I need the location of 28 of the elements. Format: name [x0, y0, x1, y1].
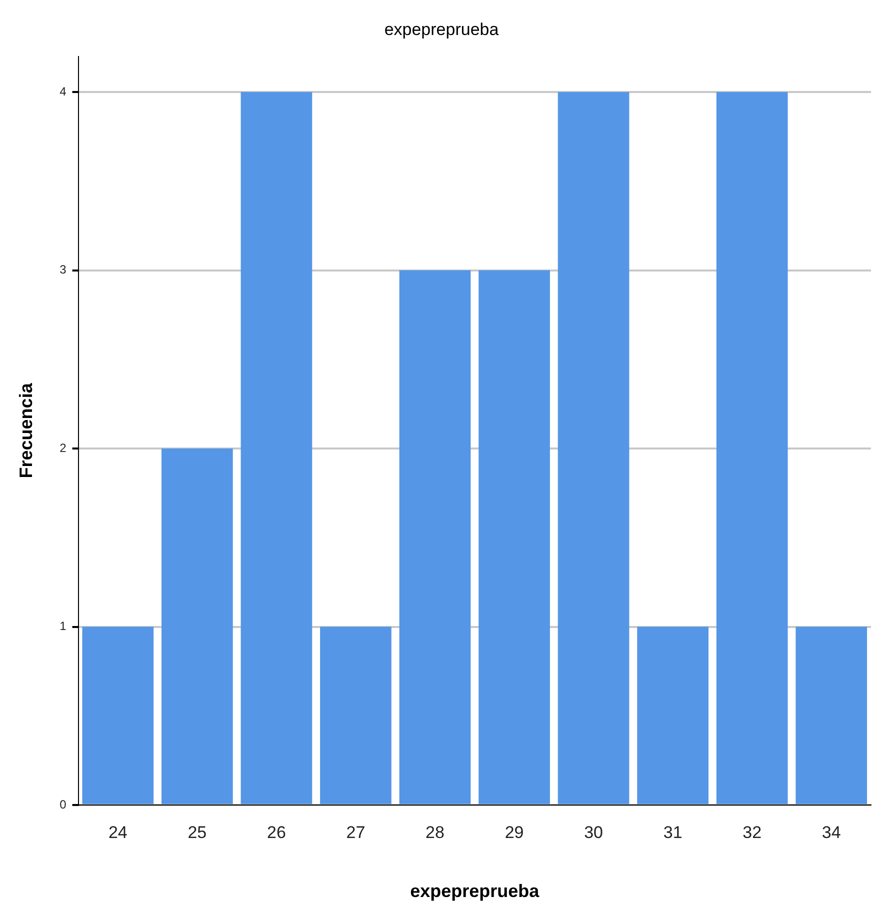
x-tick-label: 30 [584, 822, 604, 842]
y-tick-label: 0 [60, 797, 67, 812]
y-tick-label: 2 [60, 440, 67, 455]
bar [478, 270, 550, 804]
bar [82, 626, 154, 804]
y-tick-label: 1 [60, 619, 67, 634]
x-tick-label: 26 [266, 822, 286, 842]
x-tick-label: 24 [108, 822, 128, 842]
x-tick-label: 32 [742, 822, 762, 842]
bar [162, 448, 233, 804]
bar [637, 626, 708, 804]
y-axis-title: Frecuencia [16, 382, 36, 478]
bar [320, 626, 392, 804]
x-tick-label: 28 [426, 822, 444, 842]
y-tick-label: 3 [60, 262, 67, 277]
bar [796, 626, 868, 804]
chart-title: expepreprueba [384, 20, 500, 39]
bar [240, 92, 312, 804]
x-tick-label: 25 [188, 822, 207, 842]
bar [399, 270, 471, 804]
x-tick-label: 31 [663, 822, 682, 842]
x-axis-title: expepreprueba [410, 881, 540, 902]
x-tick-label: 29 [504, 822, 524, 842]
y-tick-label: 4 [60, 84, 67, 98]
bar [558, 92, 630, 804]
x-tick-label: 27 [346, 822, 366, 842]
x-tick-label: 34 [822, 822, 841, 842]
bar [716, 92, 788, 804]
